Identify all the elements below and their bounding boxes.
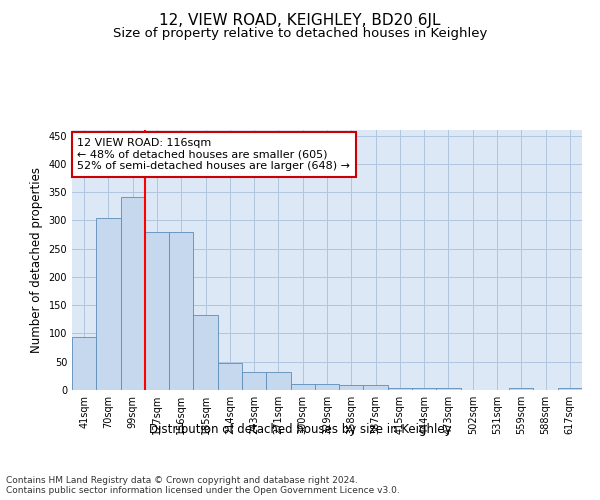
Bar: [315, 384, 339, 390]
Bar: [509, 388, 533, 390]
Bar: [72, 338, 96, 390]
Bar: [290, 384, 315, 390]
Bar: [388, 388, 412, 390]
Y-axis label: Number of detached properties: Number of detached properties: [30, 167, 43, 353]
Text: Distribution of detached houses by size in Keighley: Distribution of detached houses by size …: [149, 422, 451, 436]
Bar: [339, 386, 364, 390]
Bar: [145, 232, 169, 390]
Bar: [193, 315, 218, 390]
Bar: [242, 372, 266, 390]
Bar: [121, 198, 145, 390]
Bar: [266, 372, 290, 390]
Bar: [558, 388, 582, 390]
Bar: [364, 386, 388, 390]
Bar: [169, 232, 193, 390]
Bar: [218, 364, 242, 390]
Text: 12 VIEW ROAD: 116sqm
← 48% of detached houses are smaller (605)
52% of semi-deta: 12 VIEW ROAD: 116sqm ← 48% of detached h…: [77, 138, 350, 171]
Bar: [436, 388, 461, 390]
Bar: [96, 218, 121, 390]
Text: Size of property relative to detached houses in Keighley: Size of property relative to detached ho…: [113, 28, 487, 40]
Text: Contains HM Land Registry data © Crown copyright and database right 2024.
Contai: Contains HM Land Registry data © Crown c…: [6, 476, 400, 495]
Bar: [412, 388, 436, 390]
Text: 12, VIEW ROAD, KEIGHLEY, BD20 6JL: 12, VIEW ROAD, KEIGHLEY, BD20 6JL: [159, 12, 441, 28]
